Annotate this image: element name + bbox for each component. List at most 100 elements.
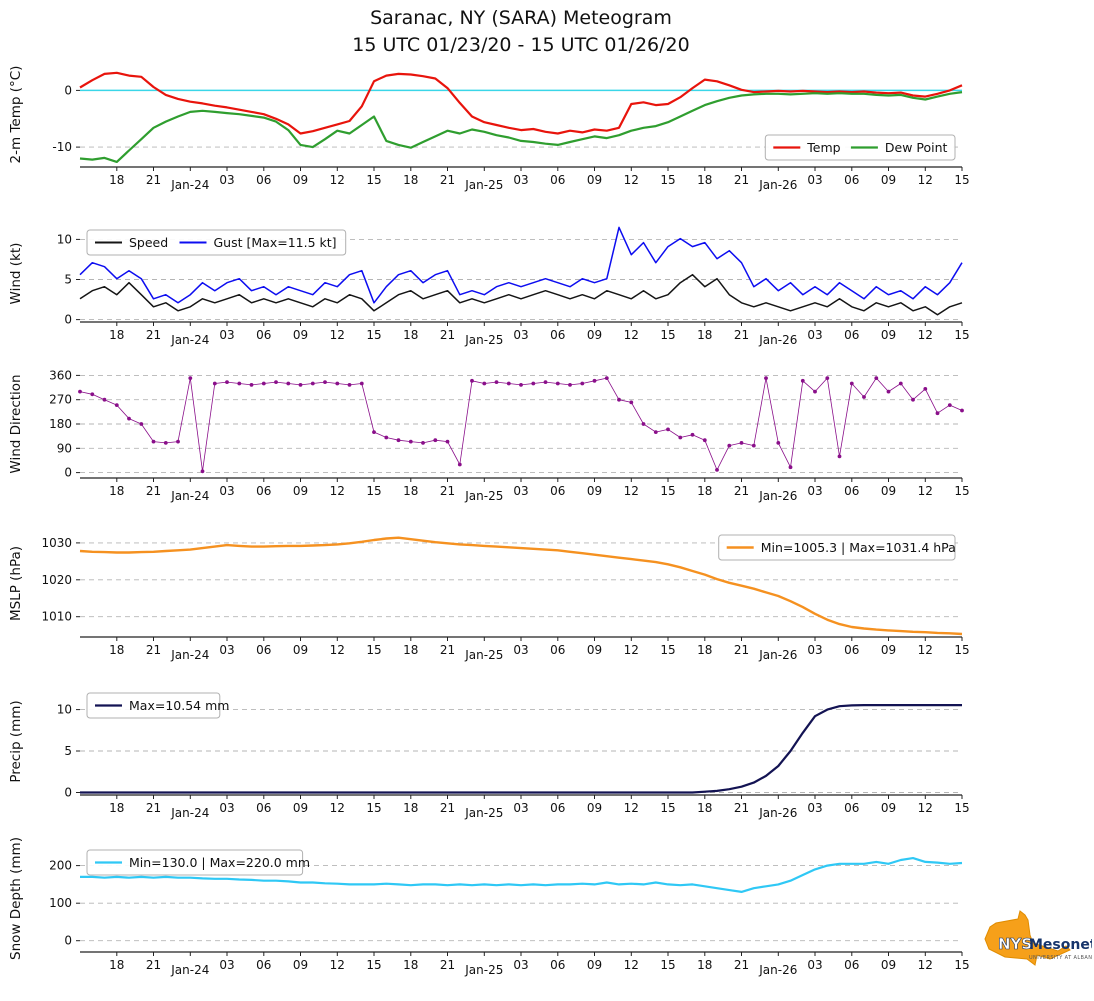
snow-xtick-label: Jan-25 — [464, 963, 503, 977]
snow-xtick-label: 21 — [734, 958, 749, 972]
temp-xtick-label: 21 — [440, 173, 455, 187]
precip-ylabel: Precip (mm) — [8, 700, 24, 782]
precip-xtick-label: 12 — [624, 801, 639, 815]
wdir-point — [347, 383, 352, 387]
wdir-xtick-label: 12 — [918, 484, 933, 498]
wdir-point — [188, 376, 193, 380]
wdir-point — [372, 430, 376, 434]
wind-xtick-label: 15 — [660, 328, 675, 342]
wdir-point — [739, 441, 744, 445]
temp-xtick-label: Jan-25 — [464, 178, 503, 192]
temp-xtick-label: 15 — [954, 173, 969, 187]
wdir-point — [531, 381, 536, 386]
wdir-xtick-label: 18 — [109, 484, 124, 498]
wdir-point — [114, 403, 119, 407]
snow-xtick-label: 18 — [697, 958, 712, 972]
wdir-point — [555, 381, 560, 386]
temp-xtick-label: Jan-24 — [170, 178, 209, 192]
wdir-point — [163, 441, 168, 445]
mslp-xtick-label: 21 — [734, 643, 749, 657]
temp-xtick-label: 18 — [109, 173, 124, 187]
temp-xtick-label: 15 — [660, 173, 675, 187]
wdir-xtick-label: 09 — [587, 484, 602, 498]
wdir-point — [690, 432, 695, 437]
snow-xtick-label: 06 — [844, 958, 859, 972]
wdir-point — [788, 465, 793, 470]
snow-series-snow-depth — [80, 856, 963, 894]
wdir-point — [923, 387, 928, 391]
wdir-point — [813, 389, 817, 394]
wind-xtick-label: 09 — [881, 328, 896, 342]
wind-xtick-label: 03 — [219, 328, 234, 342]
wdir-point — [800, 378, 805, 383]
chart-title-line2: 15 UTC 01/23/20 - 15 UTC 01/26/20 — [352, 34, 690, 56]
wdir-xtick-label: 18 — [697, 484, 712, 498]
wdir-point — [764, 376, 768, 380]
snow-xtick-label: Jan-26 — [758, 963, 797, 977]
precip-xtick-label: 12 — [330, 801, 345, 815]
wdir-xtick-label: 15 — [660, 484, 675, 498]
mslp-ytick-label: 1010 — [41, 610, 72, 624]
wind-xtick-label: 03 — [513, 328, 528, 342]
chart-title: Saranac, NY (SARA) Meteogram 15 UTC 01/2… — [80, 5, 962, 59]
wdir-xtick-label: 03 — [513, 484, 528, 498]
wind-xtick-label: 12 — [918, 328, 933, 342]
chart-title-line1: Saranac, NY (SARA) Meteogram — [370, 7, 672, 29]
temp-xtick-label: 18 — [403, 173, 418, 187]
mslp-xtick-label: 09 — [881, 643, 896, 657]
wdir-point — [78, 389, 82, 394]
snow-xtick-label: 15 — [954, 958, 969, 972]
precip-legend — [86, 692, 221, 719]
wind-series-speed — [79, 273, 963, 316]
temp-xtick-label: 06 — [844, 173, 859, 187]
snow-xtick-label: 15 — [366, 958, 381, 972]
wind-ytick-label: 10 — [57, 232, 72, 246]
mslp-xtick-label: 09 — [293, 643, 308, 657]
wind-xtick-label: 12 — [624, 328, 639, 342]
snow-ytick-label: 200 — [49, 859, 72, 873]
temp-ytick-label: 0 — [64, 83, 72, 97]
temp-xtick-label: 12 — [918, 173, 933, 187]
precip-xtick-label: Jan-25 — [464, 806, 503, 820]
precip-xtick-label: 18 — [697, 801, 712, 815]
mslp-xtick-label: 06 — [550, 643, 565, 657]
wind-xtick-label: 06 — [550, 328, 565, 342]
wdir-point — [653, 430, 658, 434]
temp-xtick-label: 03 — [219, 173, 234, 187]
wdir-point — [543, 380, 548, 384]
wdir-point — [776, 441, 781, 445]
wind-xtick-label: 09 — [293, 328, 308, 342]
temp-xtick-label: 21 — [146, 173, 161, 187]
wdir-point — [200, 469, 205, 474]
wdir-xtick-label: 09 — [881, 484, 896, 498]
wind-xtick-label: 12 — [330, 328, 345, 342]
precip-xtick-label: 15 — [660, 801, 675, 815]
wdir-point — [384, 435, 389, 440]
precip-xtick-label: Jan-26 — [758, 806, 797, 820]
mslp-xtick-label: 12 — [918, 643, 933, 657]
wdir-point — [237, 381, 242, 386]
wdir-xtick-label: 21 — [440, 484, 455, 498]
precip-xtick-label: 12 — [918, 801, 933, 815]
snow-xtick-label: 12 — [624, 958, 639, 972]
mslp-legend-label: Min=1005.3 | Max=1031.4 hPa — [761, 540, 956, 555]
wdir-point — [825, 376, 830, 380]
wdir-point — [261, 381, 266, 386]
wdir-ytick-label: 180 — [49, 417, 72, 431]
snow-xtick-label: Jan-24 — [170, 963, 209, 977]
logo-nys-text: NYS — [998, 935, 1032, 953]
mslp-xtick-label: 09 — [587, 643, 602, 657]
wdir-point — [935, 411, 940, 416]
snow-xtick-label: 12 — [330, 958, 345, 972]
wdir-point — [335, 381, 340, 386]
wdir-point — [457, 462, 462, 467]
mslp-xtick-label: 03 — [807, 643, 822, 657]
wdir-point — [249, 383, 254, 387]
temp-xtick-label: 12 — [624, 173, 639, 187]
mslp-xtick-label: 21 — [440, 643, 455, 657]
mslp-xtick-label: Jan-26 — [758, 648, 797, 662]
snow-xtick-label: 06 — [550, 958, 565, 972]
wdir-point — [629, 400, 634, 405]
wdir-point — [886, 389, 891, 394]
